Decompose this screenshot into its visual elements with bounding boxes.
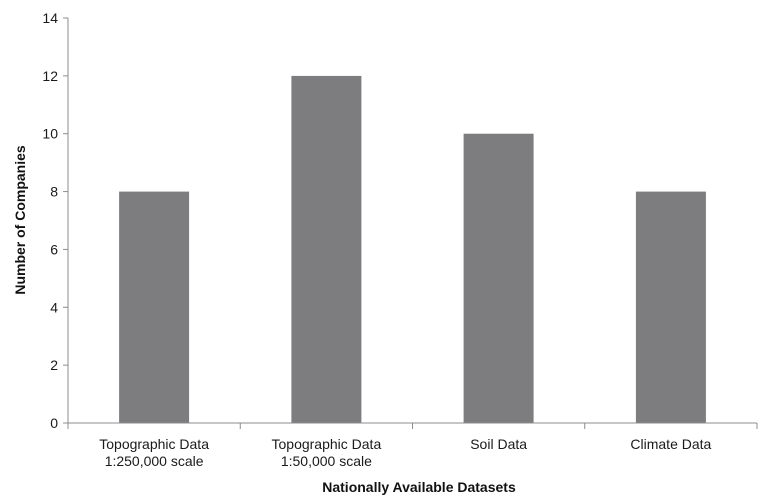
bar-1 — [291, 75, 362, 424]
y-tick-label: 10 — [42, 126, 58, 142]
x-category-label-3: Climate Data — [630, 436, 711, 452]
bar-2 — [463, 133, 534, 423]
y-tick-label: 8 — [50, 184, 58, 200]
x-category-label-1: Topographic Data 1:50,000 scale — [272, 436, 382, 469]
y-axis-title: Number of Companies — [12, 145, 28, 295]
x-category-label-2: Soil Data — [470, 436, 527, 452]
x-category-labels: Topographic Data 1:250,000 scaleTopograph… — [99, 436, 711, 469]
y-tick-label: 14 — [42, 10, 58, 26]
bars-group — [119, 75, 706, 424]
x-category-label-line: Topographic Data — [99, 436, 209, 452]
y-tick-label: 2 — [50, 357, 58, 373]
x-category-label-line: 1:50,000 scale — [281, 453, 372, 469]
bar-3 — [635, 191, 706, 423]
x-category-label-line: Climate Data — [630, 436, 711, 452]
y-tick-label: 12 — [42, 68, 58, 84]
axes-group — [67, 18, 758, 429]
x-category-label-0: Topographic Data 1:250,000 scale — [99, 436, 209, 469]
x-axis-title: Nationally Available Datasets — [322, 479, 516, 495]
x-category-label-line: Topographic Data — [272, 436, 382, 452]
y-tick-label: 6 — [50, 241, 58, 257]
bar-0 — [119, 191, 190, 423]
x-category-label-line: 1:250,000 scale — [105, 453, 204, 469]
x-category-label-line: Soil Data — [470, 436, 527, 452]
y-tick-label: 4 — [50, 299, 58, 315]
y-tick-label: 0 — [50, 415, 58, 431]
y-ticks-group: 0 2 4 6 8 10 12 14 — [42, 10, 68, 431]
